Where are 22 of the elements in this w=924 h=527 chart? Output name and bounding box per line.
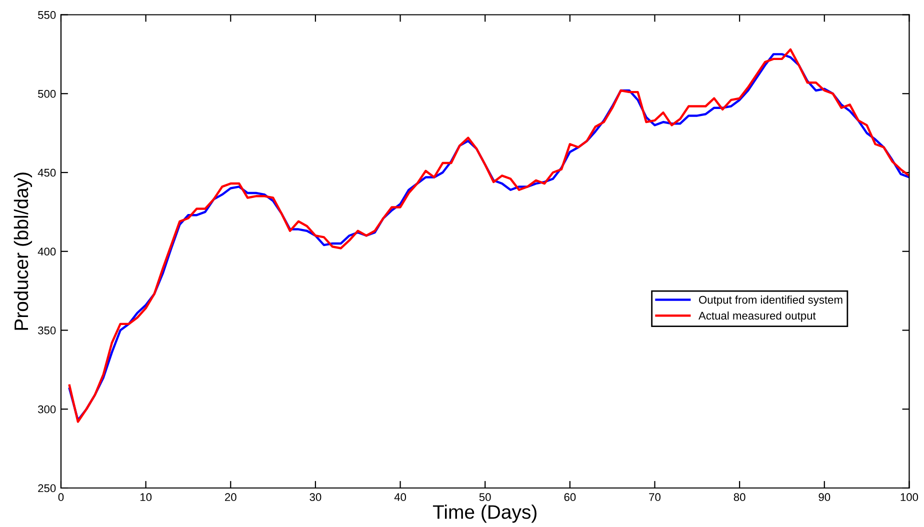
legend-label: Output from identified system [699, 296, 842, 306]
y-tick-label: 400 [38, 248, 56, 256]
x-tick-label: 30 [310, 493, 322, 502]
x-tick-label: 0 [58, 493, 64, 502]
x-tick-label: 20 [225, 493, 236, 502]
y-tick-label: 350 [38, 326, 56, 334]
x-tick-label: 10 [140, 493, 152, 502]
x-axis-title: Time (Days) [432, 504, 536, 523]
x-tick-label: 90 [818, 493, 830, 502]
legend-label: Actual measured output [698, 311, 816, 322]
x-tick-label: 80 [734, 493, 746, 502]
y-tick-label: 300 [38, 405, 56, 414]
y-tick-label: 250 [38, 484, 56, 492]
x-tick-label: 40 [394, 493, 406, 502]
y-axis-title: Producer (bbl/day) [14, 172, 32, 330]
y-tick-label: 450 [38, 168, 56, 177]
x-tick-label: 60 [564, 493, 576, 502]
x-tick-label: 50 [479, 493, 491, 502]
x-tick-label: 70 [649, 493, 660, 502]
x-tick-label: 100 [900, 493, 918, 502]
y-tick-label: 550 [38, 11, 56, 19]
y-tick-label: 500 [38, 90, 56, 98]
